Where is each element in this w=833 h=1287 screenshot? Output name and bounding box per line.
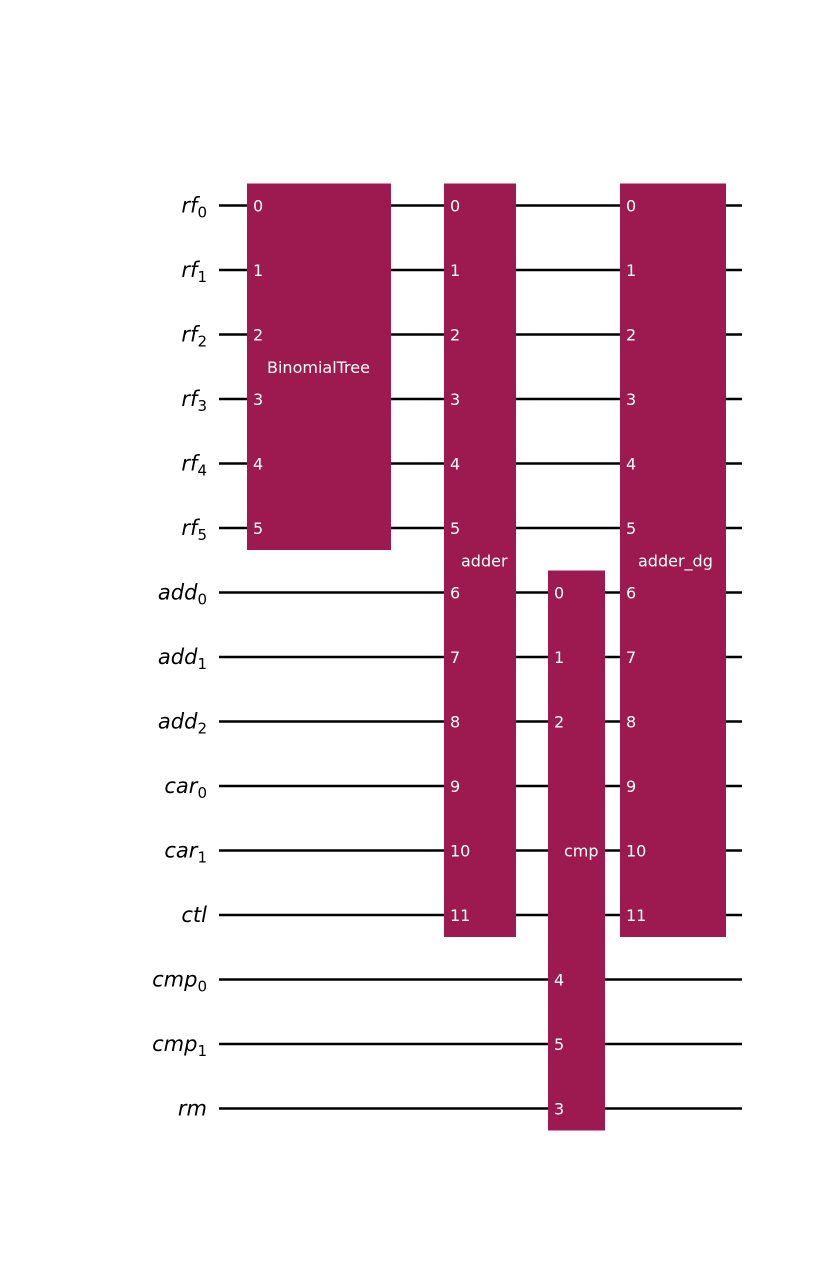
gate-pin-label: 2 <box>626 326 636 345</box>
gate-pin-label: 4 <box>253 455 263 474</box>
gate-box <box>548 570 605 1131</box>
qubit-label: cmp1 <box>152 1032 207 1060</box>
gate-pin-label: 0 <box>626 197 636 216</box>
gate-name-label: cmp <box>564 842 599 861</box>
qubit-label-name: rf <box>181 387 201 411</box>
gate-box <box>620 183 726 937</box>
gate-name-label: adder_dg <box>638 551 713 571</box>
gate-pin-label: 8 <box>626 713 636 732</box>
gate-adder-dg: 0 1 2 3 4 5 6 7 8 9 10 11 adder_dg <box>620 183 726 937</box>
qubit-label: car0 <box>164 774 207 802</box>
gate-pin-label: 4 <box>554 971 564 990</box>
gate-box <box>247 183 391 550</box>
qubit-label-name: rf <box>181 194 201 218</box>
gate-pin-label: 4 <box>450 455 460 474</box>
gate-pin-label: 0 <box>450 197 460 216</box>
qubit-label-name: car <box>164 839 198 863</box>
gate-pin-label: 1 <box>626 261 636 280</box>
qubit-label-index: 5 <box>197 526 207 544</box>
qubit-label: ctl <box>181 903 207 927</box>
qubit-label-name: add <box>158 710 198 734</box>
qubit-label-index: 2 <box>197 333 207 351</box>
qubit-label-name: rf <box>181 258 201 282</box>
qubit-label-name: ctl <box>181 903 207 927</box>
gate-pin-label: 3 <box>626 390 636 409</box>
gate-pin-label: 11 <box>450 906 470 925</box>
qubit-label: cmp0 <box>152 968 207 996</box>
qubit-label: rf2 <box>181 323 207 351</box>
qubit-label-name: car <box>164 774 198 798</box>
qubit-label-name: add <box>158 581 198 605</box>
gate-pin-label: 1 <box>450 261 460 280</box>
gate-pin-label: 10 <box>450 842 470 861</box>
qubit-label-index: 1 <box>197 655 207 673</box>
gate-pin-label: 3 <box>554 1100 564 1119</box>
gate-name-label: BinomialTree <box>267 358 370 377</box>
qubit-label-name: cmp <box>152 968 197 992</box>
qubit-label-index: 3 <box>197 397 207 415</box>
gate-pin-label: 3 <box>253 390 263 409</box>
gate-pin-label: 9 <box>626 777 636 796</box>
gate-pin-label: 2 <box>450 326 460 345</box>
qubit-label: add2 <box>158 710 207 738</box>
gate-box <box>444 183 516 937</box>
qubit-label: rf3 <box>181 387 207 415</box>
gate-pin-label: 4 <box>626 455 636 474</box>
gate-pin-label: 6 <box>626 584 636 603</box>
gate-pin-label: 2 <box>253 326 263 345</box>
gate-pin-label: 5 <box>450 519 460 538</box>
qubit-label-name: cmp <box>152 1032 197 1056</box>
gate-pin-label: 2 <box>554 713 564 732</box>
qubit-label: rf0 <box>181 194 207 222</box>
gate-pin-label: 9 <box>450 777 460 796</box>
gate-pin-label: 8 <box>450 713 460 732</box>
gate-pin-label: 7 <box>626 648 636 667</box>
gate-pin-label: 6 <box>450 584 460 603</box>
qubit-label-index: 0 <box>197 204 207 222</box>
qubit-label-index: 0 <box>197 784 207 802</box>
gate-pin-label: 3 <box>450 390 460 409</box>
qubit-label: add1 <box>158 645 207 673</box>
qubit-label: car1 <box>164 839 207 867</box>
gate-pin-label: 5 <box>554 1035 564 1054</box>
qubit-label-index: 1 <box>197 849 207 867</box>
qubit-label: rm <box>178 1097 207 1121</box>
qubit-label-name: rm <box>178 1097 207 1121</box>
gate-pin-label: 7 <box>450 648 460 667</box>
qubit-label-index: 1 <box>197 1042 207 1060</box>
qubit-label-name: rf <box>181 323 201 347</box>
qubit-label-name: add <box>158 645 198 669</box>
qubit-label-name: rf <box>181 452 201 476</box>
qubit-label: rf5 <box>181 516 207 544</box>
gate-pin-label: 1 <box>253 261 263 280</box>
qubit-label-index: 0 <box>197 978 207 996</box>
gate-pin-label: 0 <box>253 197 263 216</box>
qubit-label-index: 4 <box>197 462 207 480</box>
gate-pin-label: 1 <box>554 648 564 667</box>
qubit-label-index: 2 <box>197 720 207 738</box>
gate-pin-label: 11 <box>626 906 646 925</box>
gate-adder: 0 1 2 3 4 5 6 7 8 9 10 11 adder <box>444 183 516 937</box>
gate-pin-label: 5 <box>626 519 636 538</box>
gate-cmp: 0 1 2 4 5 3 cmp <box>548 570 605 1131</box>
qubit-label: rf1 <box>181 258 207 286</box>
gates: 012345BinomialTree01234567891011adder012… <box>247 183 726 1131</box>
qubit-label: add0 <box>158 581 207 609</box>
qubit-label-index: 1 <box>197 268 207 286</box>
qubit-label-index: 0 <box>197 591 207 609</box>
gate-pin-label: 0 <box>554 584 564 603</box>
gate-name-label: adder <box>461 551 508 570</box>
gate-pin-label: 5 <box>253 519 263 538</box>
qubit-labels: rf0rf1rf2rf3rf4rf5add0add1add2car0car1ct… <box>152 194 207 1121</box>
qubit-label: rf4 <box>181 452 207 480</box>
gate-binomialtree: 0 1 2 3 4 5 BinomialTree <box>247 183 391 550</box>
gate-pin-label: 10 <box>626 842 646 861</box>
qubit-label-name: rf <box>181 516 201 540</box>
